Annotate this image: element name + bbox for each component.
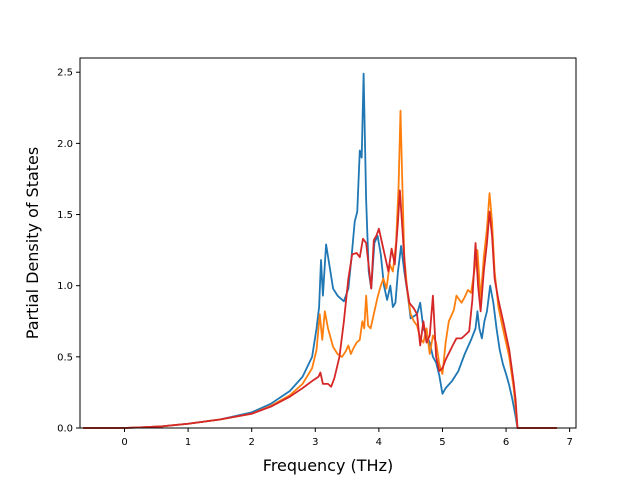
series-line-1 — [83, 72, 557, 429]
y-tick-label: 0.5 — [57, 352, 73, 363]
y-axis-label: Partial Density of States — [23, 147, 42, 339]
y-tick-label: 1.5 — [57, 210, 73, 221]
x-tick-label: 6 — [503, 437, 509, 448]
x-axis-label: Frequency (THz) — [263, 456, 393, 475]
x-tick-label: 2 — [249, 437, 255, 448]
y-tick-label: 2.0 — [57, 139, 73, 150]
series-line-2 — [83, 109, 557, 429]
plot-background — [80, 58, 576, 428]
x-tick-label: 5 — [439, 437, 445, 448]
x-tick-label: 0 — [121, 437, 127, 448]
y-axis: 0.0 0.5 1.0 1.5 2.0 2.5 — [57, 68, 80, 435]
series-line-3 — [83, 189, 557, 429]
plot-frame — [79, 57, 577, 429]
x-axis: 0 1 2 3 4 5 6 7 — [121, 428, 573, 448]
x-tick-label: 7 — [566, 437, 572, 448]
y-tick-label: 1.0 — [57, 281, 73, 292]
y-tick-label: 0.0 — [57, 424, 73, 435]
x-tick-label: 1 — [185, 437, 191, 448]
y-tick-label: 2.5 — [57, 68, 73, 79]
series-layer — [83, 72, 557, 429]
x-tick-label: 4 — [376, 437, 382, 448]
x-tick-label: 3 — [312, 437, 318, 448]
